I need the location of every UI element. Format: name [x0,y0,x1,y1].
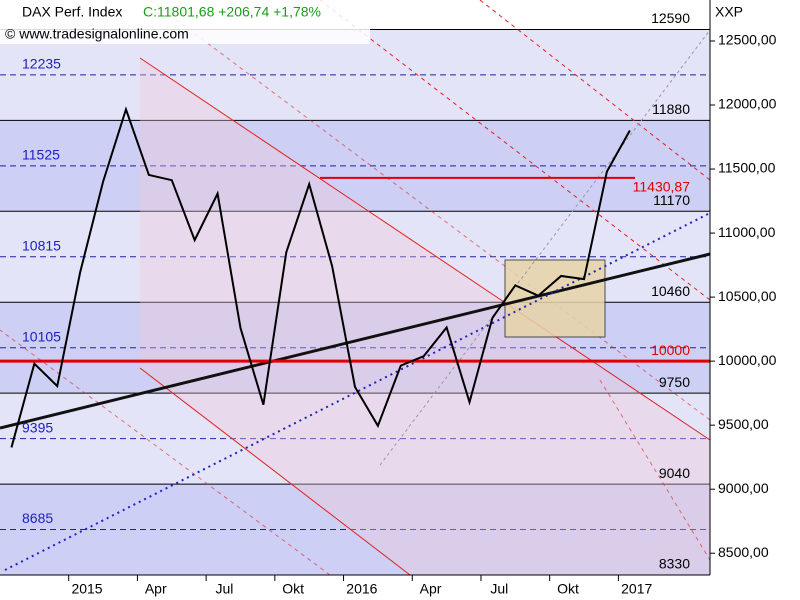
x-tick-label: Okt [557,581,579,597]
chart-subtitle: C:11801,68 +206,74 +1,78% [143,4,321,20]
y-tick-label: 10500,00 [718,288,777,304]
trend-line [0,252,711,430]
level-label: 12590 [651,10,690,26]
x-tick-label: Apr [420,581,442,597]
level-label: 9395 [22,419,53,435]
x-tick-label: 2015 [71,581,102,597]
level-label: 11880 [652,101,690,117]
axis-label: XXP [715,4,743,20]
x-tick-label: Jul [215,581,233,597]
y-tick-label: 12500,00 [718,32,777,48]
level-label: 11170 [653,192,690,208]
x-tick-label: Okt [282,581,304,597]
source: © www.tradesignalonline.com [5,26,189,42]
y-tick-label: 11500,00 [718,160,776,176]
support-label: 10000 [651,342,690,358]
header-bg [0,0,370,44]
channel-fill [140,58,710,575]
projection [379,29,711,466]
level-label: 9040 [659,465,690,481]
x-tick-label: Jul [490,581,508,597]
x-tick-label: 2017 [621,581,652,597]
y-tick-label: 9000,00 [718,480,769,496]
chart-title: DAX Perf. Index [22,4,122,20]
level-label: 12235 [22,56,61,72]
level-label: 8330 [659,556,690,572]
level-label: 9750 [659,374,690,390]
level-label: 10460 [651,283,690,299]
y-tick-label: 8500,00 [718,544,769,560]
channel-line [139,367,411,576]
y-tick-label: 9500,00 [718,416,769,432]
channel-line [139,57,711,441]
channel-dash [319,0,711,301]
y-tick-label: 10000,00 [718,352,777,368]
level-label: 10105 [22,328,61,344]
x-tick-label: Apr [145,581,167,597]
level-label: 8685 [22,510,53,526]
channel-dash [599,379,711,561]
channel-dash [479,0,711,181]
y-tick-label: 12000,00 [718,96,777,112]
price-line [10,106,631,448]
x-tick-label: 2016 [346,581,377,597]
level-label: 10815 [22,237,61,253]
level-label: 11525 [22,147,60,163]
y-tick-label: 11000,00 [718,224,776,240]
support-label: 11430,87 [633,179,691,195]
range-box [504,259,606,338]
